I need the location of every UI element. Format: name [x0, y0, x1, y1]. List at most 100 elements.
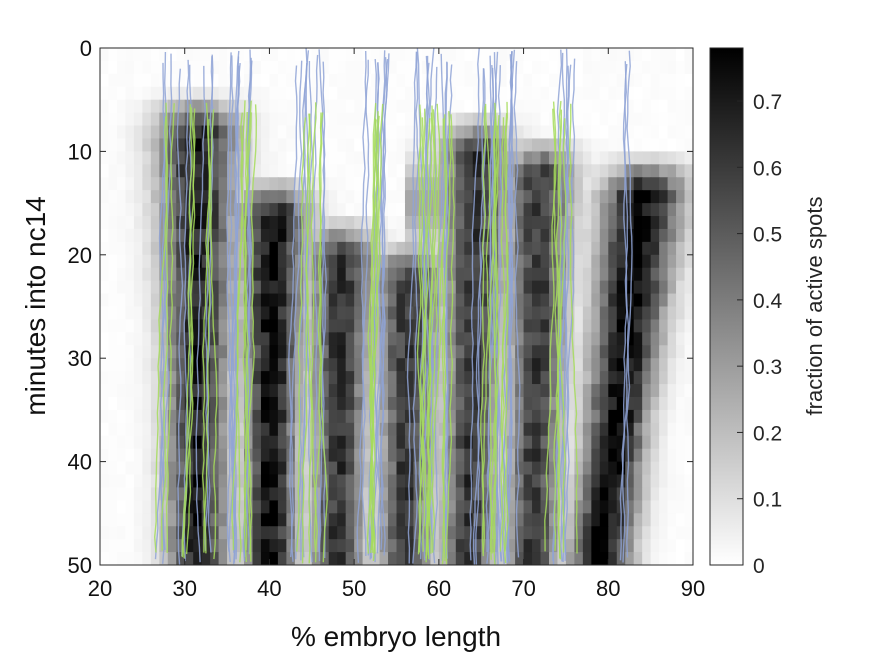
heatmap-cell	[210, 254, 220, 269]
heatmap-cell	[269, 112, 279, 127]
heatmap-cell	[133, 448, 143, 463]
heatmap-cell	[379, 552, 389, 565]
heatmap-cell	[328, 474, 338, 489]
heatmap-cell	[201, 138, 211, 152]
heatmap-cell	[599, 280, 609, 295]
heatmap-cell	[540, 203, 550, 217]
heatmap-cell	[108, 254, 118, 269]
heatmap-cell	[633, 487, 643, 501]
heatmap-cell	[354, 345, 364, 359]
heatmap-cell	[481, 86, 491, 101]
heatmap-cell	[481, 228, 491, 243]
heatmap-cell	[608, 526, 618, 540]
heatmap-cell	[260, 73, 271, 88]
heatmap-cell	[218, 267, 228, 282]
heatmap-cell	[277, 526, 287, 540]
heatmap-cell	[354, 332, 364, 346]
heatmap-cell	[294, 73, 304, 88]
heatmap-cell	[100, 539, 110, 553]
heatmap-cell	[464, 293, 474, 308]
heatmap-cell	[633, 513, 643, 527]
x-tick-label: 90	[681, 576, 705, 601]
heatmap-cell	[100, 422, 110, 437]
heatmap-cell	[133, 552, 143, 565]
heatmap-cell	[354, 487, 364, 501]
heatmap-cell	[260, 371, 271, 385]
heatmap-cell	[269, 177, 279, 191]
heatmap-cell	[108, 177, 118, 191]
heatmap-cell	[667, 48, 677, 62]
heatmap-cell	[455, 461, 465, 476]
heatmap-cell	[260, 306, 271, 321]
heatmap-cell	[396, 500, 406, 514]
heatmap-cell	[235, 125, 245, 140]
heatmap-cell	[455, 203, 465, 217]
heatmap-cell	[294, 280, 304, 295]
heatmap-cell	[269, 526, 279, 540]
heatmap-cell	[371, 409, 381, 424]
heatmap-cell	[557, 203, 567, 217]
heatmap-cell	[616, 422, 626, 437]
heatmap-cell	[388, 60, 398, 75]
heatmap-cell	[421, 435, 431, 450]
heatmap-cell	[574, 435, 584, 450]
heatmap-cell	[167, 500, 177, 514]
heatmap-cell	[328, 241, 338, 256]
heatmap-cell	[116, 254, 127, 269]
heatmap-cell	[515, 48, 525, 62]
heatmap-cell	[616, 371, 626, 385]
heatmap-cell	[150, 177, 160, 191]
heatmap-cell	[625, 474, 635, 489]
heatmap-cell	[100, 60, 110, 75]
heatmap-cell	[260, 293, 271, 308]
heatmap-cell	[608, 396, 618, 411]
heatmap-cell	[371, 48, 381, 62]
heatmap-cell	[311, 48, 321, 62]
heatmap-cell	[201, 190, 211, 204]
heatmap-cell	[447, 500, 457, 514]
heatmap-cell	[167, 371, 177, 385]
heatmap-cell	[489, 500, 499, 514]
heatmap-cell	[676, 48, 686, 62]
heatmap-cell	[337, 396, 347, 411]
heatmap-cell	[176, 99, 186, 114]
heatmap-cell	[455, 177, 465, 191]
heatmap-cell	[548, 358, 559, 372]
heatmap-cell	[362, 409, 372, 424]
heatmap-cell	[676, 177, 686, 191]
heatmap-cell	[345, 552, 355, 565]
heatmap-cell	[379, 435, 389, 450]
heatmap-cell	[396, 293, 406, 308]
heatmap-cell	[599, 552, 609, 565]
heatmap-cell	[269, 48, 279, 62]
heatmap-cell	[523, 500, 533, 514]
heatmap-cell	[345, 280, 355, 295]
heatmap-cell	[498, 241, 508, 256]
heatmap-cell	[574, 526, 584, 540]
heatmap-cell	[125, 60, 135, 75]
heatmap-cell	[362, 539, 372, 553]
heatmap-cell	[235, 48, 245, 62]
heatmap-cell	[142, 254, 152, 269]
heatmap-cell	[108, 241, 118, 256]
heatmap-cell	[396, 60, 406, 75]
heatmap-cell	[235, 293, 245, 308]
heatmap-cell	[210, 461, 220, 476]
heatmap-cell	[608, 177, 618, 191]
heatmap-cell	[599, 358, 609, 372]
trace-line	[209, 109, 218, 560]
heatmap-cell	[413, 190, 423, 204]
heatmap-cell	[294, 526, 304, 540]
heatmap-cell	[116, 203, 127, 217]
heatmap-cell	[650, 461, 660, 476]
heatmap-cell	[591, 526, 601, 540]
heatmap-cell	[193, 138, 203, 152]
heatmap-cell	[235, 177, 245, 191]
heatmap-cell	[625, 293, 635, 308]
heatmap-cell	[260, 332, 271, 346]
heatmap-cell	[498, 409, 508, 424]
heatmap-cell	[676, 280, 686, 295]
trace-line	[499, 117, 506, 552]
heatmap-cell	[142, 228, 152, 243]
heatmap-cell	[244, 552, 254, 565]
